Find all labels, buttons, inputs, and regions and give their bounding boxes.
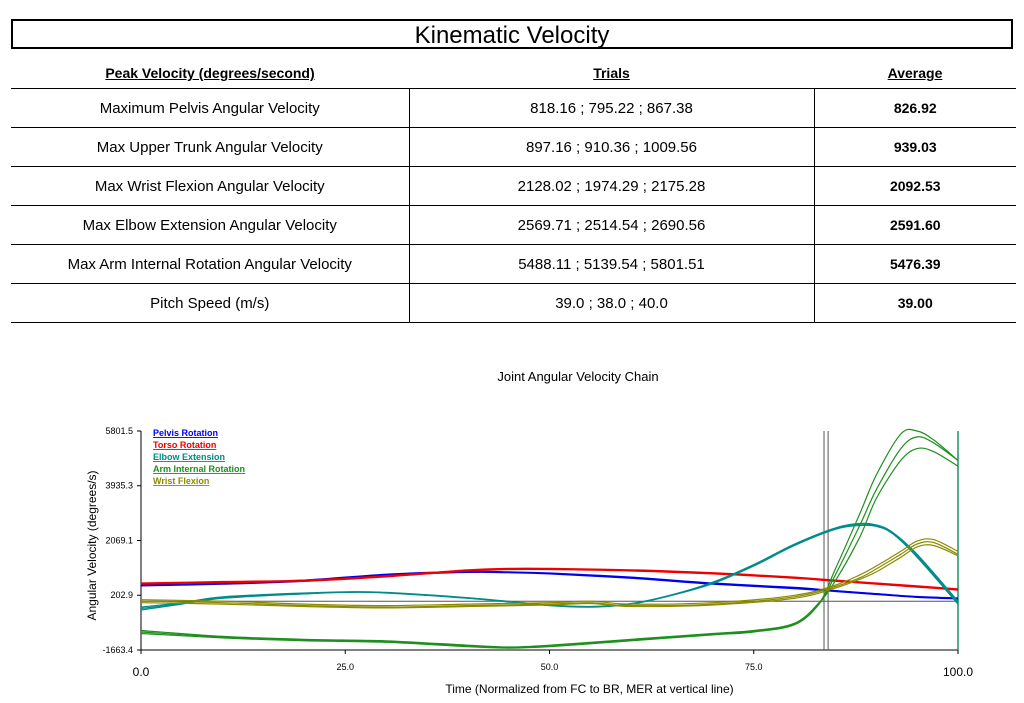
metric-label: Pitch Speed (m/s) <box>11 283 409 323</box>
average-value: 939.03 <box>813 127 1016 167</box>
velocity-table: Peak Velocity (degrees/second) Trials Av… <box>11 58 1016 323</box>
chart-title: Joint Angular Velocity Chain <box>497 369 659 384</box>
series-line-arm-internal-rotation <box>140 428 959 649</box>
x-tick-label: 50.0 <box>541 662 559 672</box>
x-axis-label: Time (Normalized from FC to BR, MER at v… <box>445 682 733 696</box>
metric-label: Max Upper Trunk Angular Velocity <box>11 127 409 167</box>
y-tick-label: 202.9 <box>110 590 133 600</box>
legend-entry: Arm Internal Rotation <box>153 464 245 474</box>
average-value: 2591.60 <box>813 205 1016 245</box>
y-tick-label: 5801.5 <box>105 426 133 436</box>
table-header-row: Peak Velocity (degrees/second) Trials Av… <box>11 58 1016 89</box>
y-tick-label: -1663.4 <box>102 645 133 655</box>
legend-entry: Wrist Flexion <box>153 476 209 486</box>
average-value: 2092.53 <box>813 166 1016 206</box>
header-trials: Trials <box>593 65 630 81</box>
x-tick-label: 25.0 <box>336 662 354 672</box>
trial-values: 39.0 ; 38.0 ; 40.0 <box>408 283 814 323</box>
table-row: Max Elbow Extension Angular Velocity 256… <box>11 205 1016 245</box>
series-line-wrist-flexion <box>140 538 959 607</box>
table-row: Max Upper Trunk Angular Velocity 897.16 … <box>11 127 1016 167</box>
table-row: Pitch Speed (m/s) 39.0 ; 38.0 ; 40.0 39.… <box>11 283 1016 323</box>
trial-values: 2569.71 ; 2514.54 ; 2690.56 <box>408 205 814 245</box>
series-line-torso-rotation <box>140 568 959 591</box>
trial-values: 5488.11 ; 5139.54 ; 5801.51 <box>408 244 814 284</box>
x-tick-label: 0.0 <box>133 665 150 679</box>
metric-label: Max Elbow Extension Angular Velocity <box>11 205 409 245</box>
metric-label: Maximum Pelvis Angular Velocity <box>11 88 409 128</box>
trial-values: 897.16 ; 910.36 ; 1009.56 <box>408 127 814 167</box>
table-row: Max Arm Internal Rotation Angular Veloci… <box>11 244 1016 284</box>
trial-values: 818.16 ; 795.22 ; 867.38 <box>408 88 814 128</box>
header-average: Average <box>887 65 943 81</box>
legend-entry: Pelvis Rotation <box>153 428 218 438</box>
series-line-arm-internal-rotation <box>140 436 959 649</box>
metric-label: Max Arm Internal Rotation Angular Veloci… <box>11 244 409 284</box>
header-peak-velocity: Peak Velocity (degrees/second) <box>105 65 315 81</box>
metric-label: Max Wrist Flexion Angular Velocity <box>11 166 409 206</box>
y-tick-label: 2069.1 <box>105 535 133 545</box>
table-row: Maximum Pelvis Angular Velocity 818.16 ;… <box>11 88 1016 128</box>
table-row: Max Wrist Flexion Angular Velocity 2128.… <box>11 166 1016 206</box>
series-line-elbow-extension <box>140 523 959 610</box>
page-title: Kinematic Velocity <box>11 19 1013 49</box>
legend-entry: Elbow Extension <box>153 452 225 462</box>
trial-values: 2128.02 ; 1974.29 ; 2175.28 <box>408 166 814 206</box>
series-line-wrist-flexion <box>140 541 959 608</box>
average-value: 826.92 <box>813 88 1016 128</box>
legend-entry: Torso Rotation <box>153 440 216 450</box>
y-tick-label: 3935.3 <box>105 481 133 491</box>
average-value: 39.00 <box>813 283 1016 323</box>
series-line-torso-rotation <box>140 567 959 590</box>
average-value: 5476.39 <box>813 244 1016 284</box>
x-tick-label: 75.0 <box>745 662 763 672</box>
y-axis-label: Angular Velocity (degrees/s) <box>85 470 99 620</box>
x-tick-label: 100.0 <box>943 665 973 679</box>
series-line-wrist-flexion <box>140 544 959 609</box>
series-line-arm-internal-rotation <box>140 447 959 648</box>
series-line-elbow-extension <box>140 522 959 608</box>
